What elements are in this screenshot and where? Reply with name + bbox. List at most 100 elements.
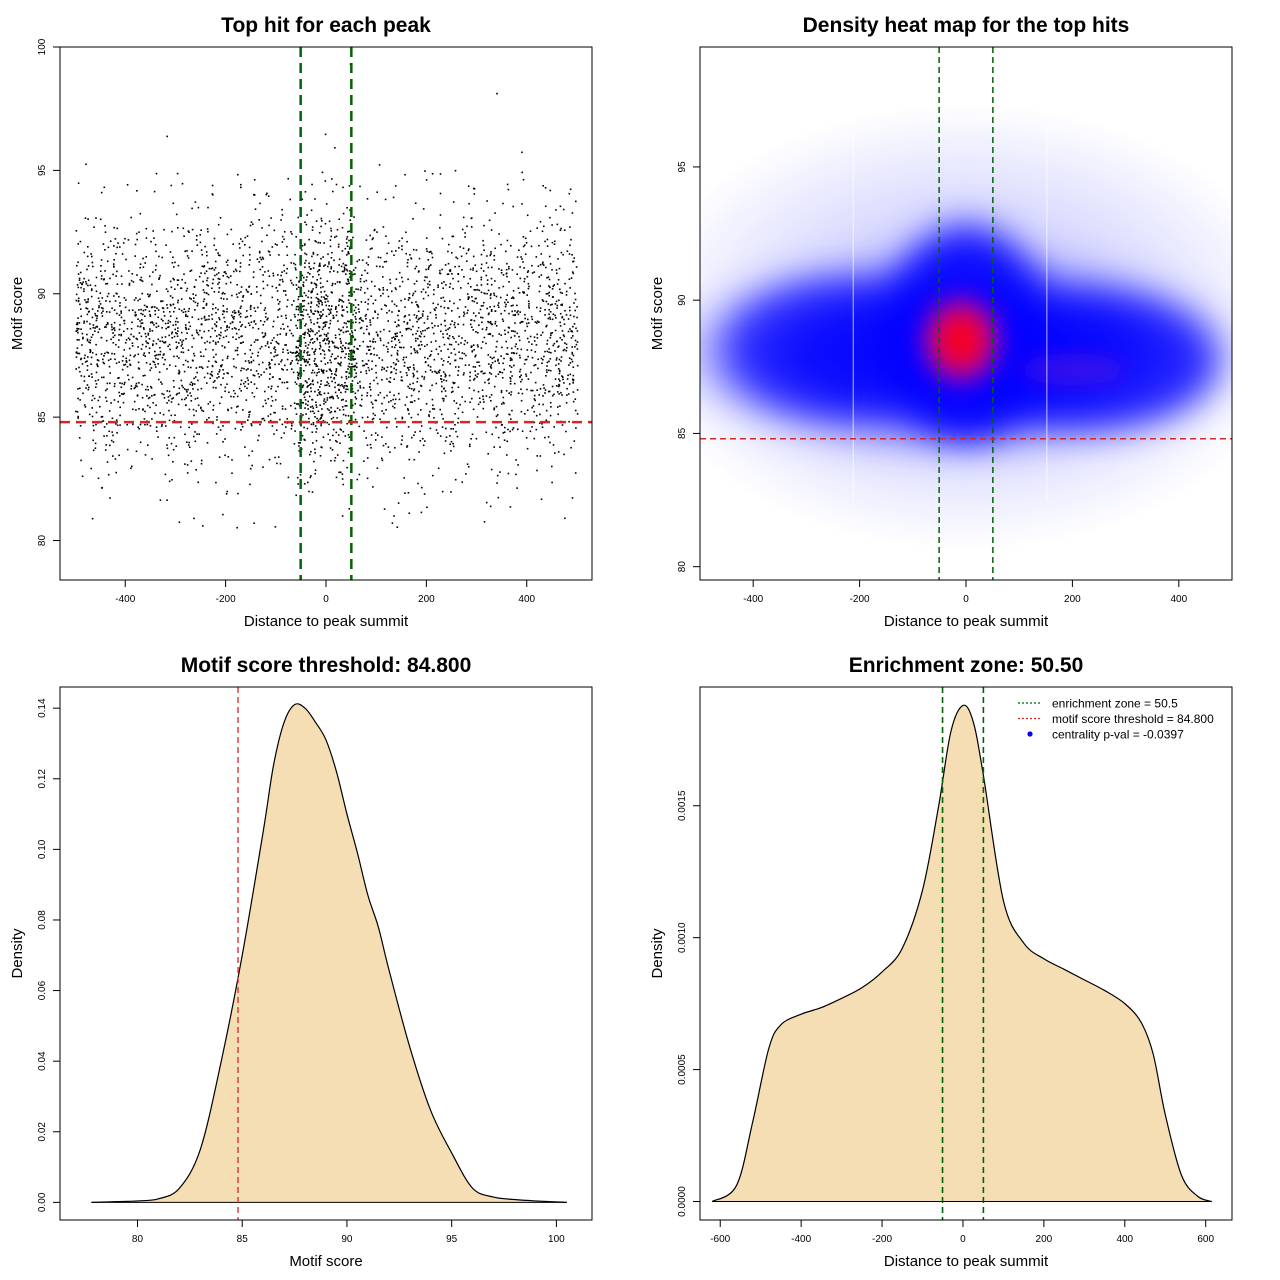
data-point (452, 235, 455, 238)
data-point (230, 395, 232, 398)
data-point (461, 481, 463, 483)
data-point (528, 322, 530, 324)
data-point (113, 353, 116, 355)
data-point (285, 317, 287, 319)
y-tick-label: 0.12 (37, 769, 48, 789)
data-point (363, 430, 365, 432)
data-point (469, 445, 471, 448)
data-point (469, 323, 472, 326)
data-point (413, 349, 416, 352)
data-point (359, 385, 361, 387)
data-point (91, 407, 93, 409)
data-point (469, 277, 471, 280)
data-point (514, 345, 517, 348)
data-point (226, 325, 228, 327)
data-point (471, 326, 473, 328)
data-point (133, 299, 136, 301)
data-point (83, 290, 85, 293)
data-point (468, 364, 470, 366)
data-point (500, 272, 503, 274)
data-point (174, 288, 176, 290)
data-point (431, 398, 434, 401)
data-point (310, 309, 312, 311)
data-point (508, 281, 510, 283)
data-point (218, 376, 220, 378)
data-point (428, 415, 430, 418)
data-point (454, 413, 456, 415)
data-point (352, 269, 355, 271)
data-point (437, 303, 439, 306)
data-point (258, 376, 261, 378)
data-point (86, 333, 88, 336)
data-point (91, 517, 94, 520)
data-point (79, 303, 81, 306)
data-point (389, 451, 391, 453)
data-point (447, 328, 449, 330)
data-point (493, 294, 496, 297)
data-point (217, 254, 220, 256)
data-point (413, 388, 416, 390)
data-point (348, 447, 351, 450)
data-point (205, 251, 208, 253)
data-point (80, 357, 83, 360)
data-point (274, 399, 277, 401)
data-point (474, 355, 476, 358)
data-point (193, 517, 195, 520)
data-point (193, 286, 196, 288)
data-point (311, 348, 314, 350)
data-point (300, 249, 303, 251)
data-point (221, 364, 223, 366)
data-point (486, 292, 488, 295)
data-point (470, 319, 473, 321)
data-point (531, 318, 534, 321)
data-point (117, 242, 119, 244)
data-point (216, 419, 218, 421)
data-point (534, 351, 537, 353)
data-point (318, 326, 321, 329)
data-point (408, 512, 411, 514)
data-point (326, 384, 328, 386)
data-point (381, 368, 383, 371)
data-point (285, 426, 287, 428)
data-point (280, 437, 283, 439)
data-point (102, 358, 104, 361)
data-point (565, 314, 568, 316)
data-point (537, 358, 539, 361)
data-point (286, 349, 289, 351)
data-point (344, 268, 346, 270)
data-point (118, 295, 120, 298)
data-point (280, 219, 282, 221)
data-point (576, 389, 579, 391)
data-point (180, 345, 183, 347)
data-point (177, 264, 180, 267)
data-point (521, 430, 524, 432)
data-point (431, 322, 433, 325)
data-point (443, 452, 446, 455)
data-point (344, 381, 346, 384)
data-point (190, 460, 193, 462)
data-point (485, 342, 487, 345)
data-point (472, 329, 474, 331)
data-point (148, 396, 151, 399)
data-point (240, 335, 242, 338)
data-point (316, 381, 319, 384)
x-tick-label: -400 (743, 594, 763, 605)
data-point (129, 338, 131, 341)
data-point (156, 430, 158, 432)
data-point (159, 340, 161, 343)
data-point (515, 459, 517, 461)
data-point (159, 274, 161, 277)
data-point (246, 315, 249, 318)
data-point (171, 262, 174, 264)
data-point (178, 372, 180, 375)
data-point (120, 333, 123, 336)
data-point (286, 358, 289, 361)
data-point (322, 322, 325, 324)
data-point (555, 317, 557, 319)
data-point (216, 335, 218, 337)
data-point (279, 462, 282, 465)
data-point (361, 398, 363, 401)
data-point (337, 397, 339, 399)
data-point (428, 414, 430, 416)
data-point (463, 311, 465, 314)
